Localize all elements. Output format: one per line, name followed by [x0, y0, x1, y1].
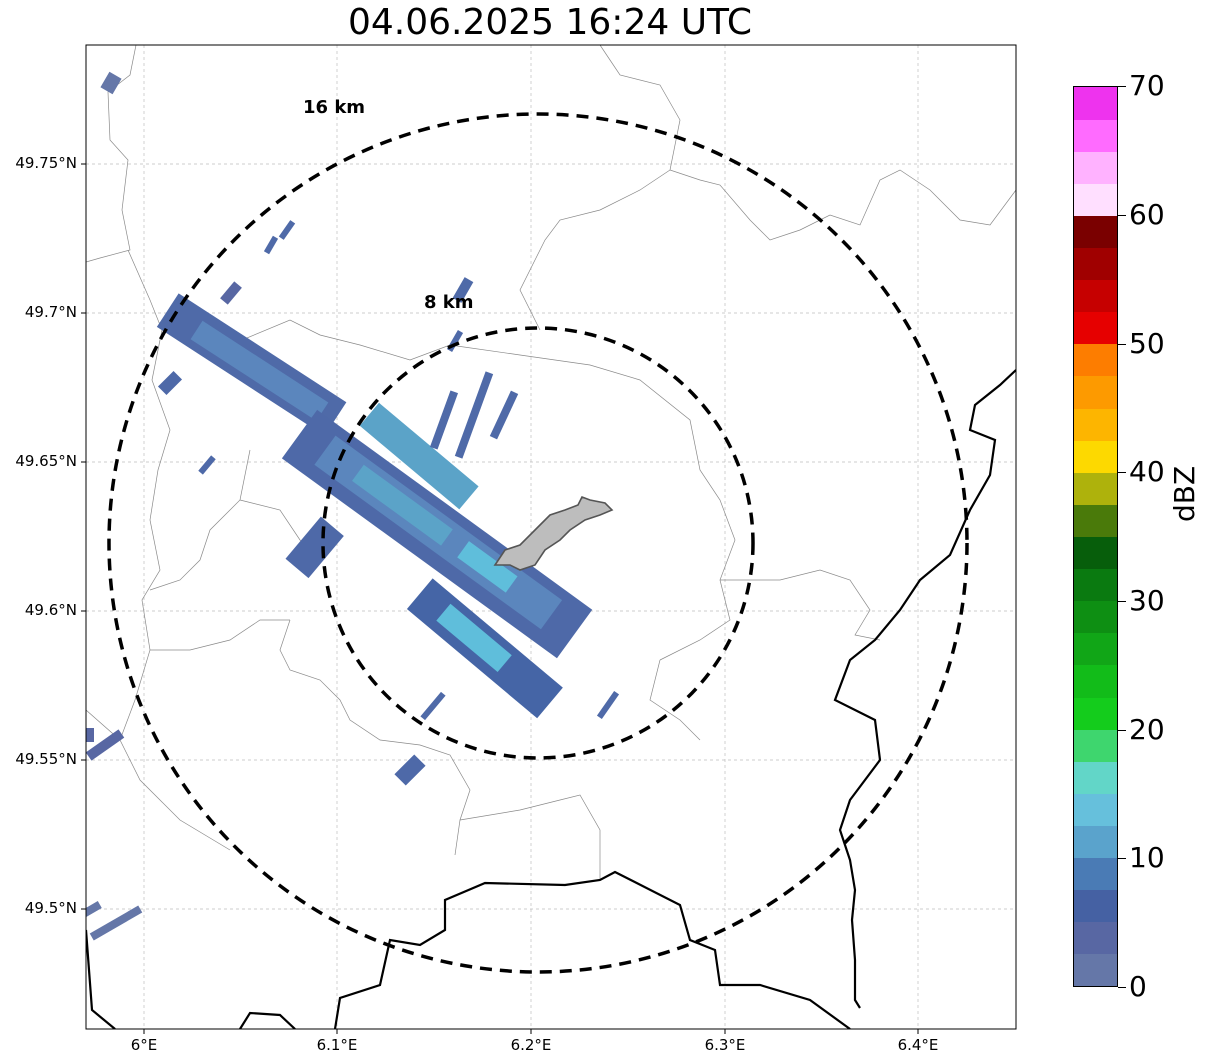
echo-cell	[436, 603, 512, 673]
range-ring-16km	[107, 112, 969, 974]
colorbar-segment	[1074, 697, 1117, 730]
lat-tick-label: 49.65°N	[15, 452, 77, 470]
echo-cell	[452, 277, 474, 303]
echo-cell	[190, 320, 329, 421]
colorbar-segment	[1074, 761, 1117, 794]
echo-cell	[278, 220, 296, 240]
colorbar-segment	[1074, 536, 1117, 570]
commune-boundaries	[86, 45, 1016, 880]
national-borders	[86, 369, 1016, 1029]
colorbar-segment	[1074, 440, 1117, 473]
lon-tick-label: 6.1°E	[316, 1036, 358, 1054]
colorbar-tick	[1118, 987, 1126, 988]
colorbar-segment	[1074, 87, 1117, 120]
echo-cell	[285, 516, 344, 579]
colorbar-segment	[1074, 504, 1117, 537]
lat-tick-label: 49.7°N	[24, 303, 77, 321]
colorbar-unit-label: dBZ	[1168, 465, 1201, 522]
map-frame	[85, 44, 1017, 1030]
echo-cell	[454, 371, 494, 459]
colorbar-tick-label: 0	[1129, 970, 1147, 1003]
colorbar-tick-label: 50	[1129, 327, 1165, 360]
city-area	[493, 495, 614, 571]
colorbar-tick	[1118, 730, 1126, 731]
colorbar-segment	[1074, 825, 1117, 859]
colorbar-segment	[1074, 151, 1117, 184]
lon-tick-label: 6.4°E	[897, 1036, 939, 1054]
colorbar-segment	[1074, 664, 1117, 698]
echo-cell	[86, 728, 94, 742]
colorbar-segment	[1074, 568, 1117, 602]
colorbar-segment	[1074, 408, 1117, 441]
colorbar-segment	[1074, 215, 1117, 249]
range-ring-8km	[321, 326, 755, 760]
colorbar-tick-label: 40	[1129, 455, 1165, 488]
colorbar-segment	[1074, 311, 1117, 345]
echo-cell	[220, 281, 242, 305]
echo-cell	[86, 729, 125, 761]
echo-cell	[359, 402, 479, 510]
colorbar-segment	[1074, 793, 1117, 826]
colorbar-tick	[1118, 601, 1126, 602]
colorbar-segment	[1074, 600, 1117, 634]
colorbar-segment	[1074, 183, 1117, 216]
colorbar-segment	[1074, 472, 1117, 505]
colorbar-tick	[1118, 86, 1126, 87]
echo-cell	[86, 901, 102, 917]
colorbar-tick	[1118, 215, 1126, 216]
colorbar-segment	[1074, 247, 1117, 281]
lon-tick-label: 6.2°E	[510, 1036, 552, 1054]
lat-tick-label: 49.55°N	[15, 750, 77, 768]
echo-cell	[394, 754, 426, 786]
colorbar-segment	[1074, 953, 1117, 987]
lat-tick-label: 49.5°N	[24, 899, 77, 917]
colorbar-segment	[1074, 119, 1117, 152]
colorbar-tick-label: 70	[1129, 69, 1165, 102]
lat-tick-label: 49.75°N	[15, 154, 77, 172]
lon-tick-label: 6.3°E	[704, 1036, 746, 1054]
echo-cell	[352, 464, 453, 546]
echo-cell	[263, 235, 279, 255]
colorbar-segment	[1074, 889, 1117, 923]
colorbar	[1073, 86, 1118, 987]
colorbar-tick-label: 60	[1129, 198, 1165, 231]
chart-title: 04.06.2025 16:24 UTC	[347, 2, 753, 43]
echo-cell	[429, 390, 459, 450]
lon-tick-label: 6°E	[130, 1036, 158, 1054]
colorbar-segment	[1074, 729, 1117, 762]
range-ring-label-8km: 8 km	[424, 292, 474, 313]
lat-tick-label: 49.6°N	[24, 601, 77, 619]
echo-cell	[457, 541, 518, 593]
colorbar-tick	[1118, 344, 1126, 345]
colorbar-tick-label: 20	[1129, 713, 1165, 746]
echo-cell	[420, 691, 446, 721]
colorbar-segment	[1074, 375, 1117, 409]
colorbar-segment	[1074, 632, 1117, 666]
radar-echoes	[86, 71, 620, 941]
range-ring-label-16km: 16 km	[303, 97, 366, 118]
colorbar-tick	[1118, 858, 1126, 859]
colorbar-tick-label: 10	[1129, 841, 1165, 874]
echo-cell	[100, 71, 122, 95]
echo-cell	[596, 690, 620, 720]
colorbar-segment	[1074, 921, 1117, 955]
echo-cell	[157, 370, 183, 396]
echo-cell	[198, 455, 216, 475]
echo-cell	[489, 390, 519, 440]
echo-cell	[89, 905, 143, 941]
colorbar-segment	[1074, 343, 1117, 377]
colorbar-segment	[1074, 279, 1117, 313]
axis-ticks	[81, 163, 919, 1034]
colorbar-segment	[1074, 857, 1117, 891]
colorbar-tick	[1118, 472, 1126, 473]
colorbar-tick-label: 30	[1129, 584, 1165, 617]
